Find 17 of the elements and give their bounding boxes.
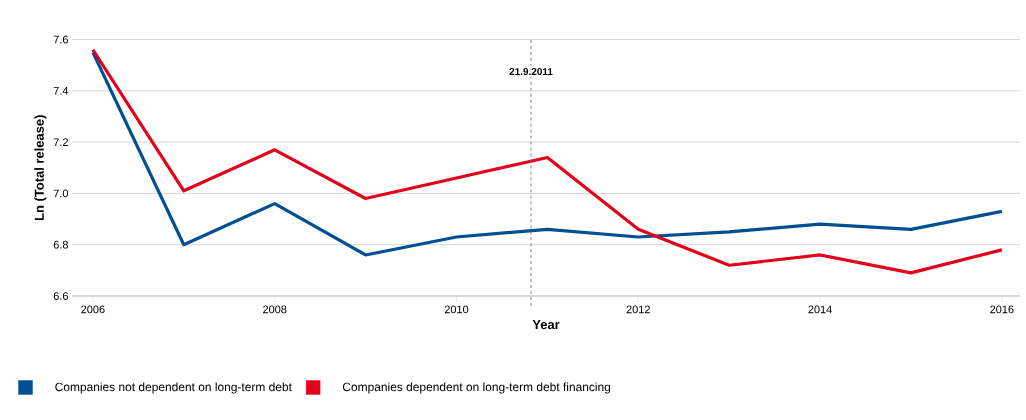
y-tick-label: 7.2 <box>53 138 68 146</box>
y-tick-label: 7.6 <box>53 35 68 44</box>
y-tick-label: 7.0 <box>53 189 69 198</box>
y-tick-label: 6.6 <box>53 292 68 300</box>
y-tick-label: 7.4 <box>53 87 69 95</box>
y-tick-label: 6.8 <box>53 240 68 249</box>
y-axis-title: Ln (Total release) <box>34 115 47 221</box>
x-tick-label: 2008 <box>263 305 287 314</box>
legend-label: Companies not dependent on long-term debt <box>55 382 292 394</box>
ref-line-label: 21.9.2011 <box>509 68 553 76</box>
legend-label: Companies dependent on long-term debt financing <box>342 382 611 394</box>
x-tick-label: 2012 <box>626 305 650 314</box>
x-tick-label: 2010 <box>444 305 469 314</box>
x-tick-label: 2014 <box>808 305 832 314</box>
x-axis-title: Year <box>532 320 560 330</box>
x-tick-label: 2016 <box>990 305 1014 314</box>
x-tick-label: 2006 <box>81 305 105 314</box>
